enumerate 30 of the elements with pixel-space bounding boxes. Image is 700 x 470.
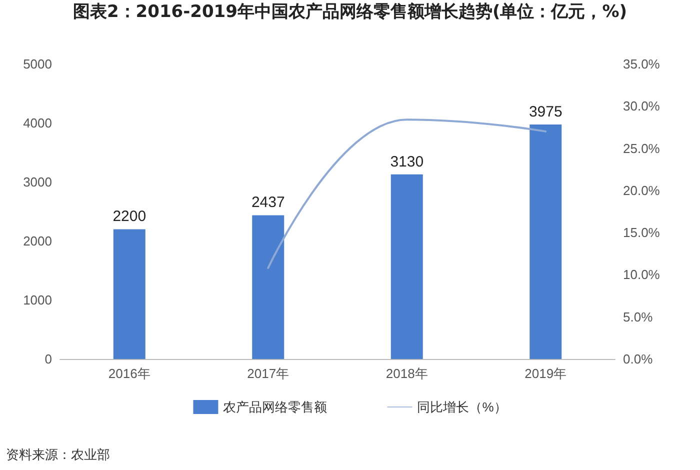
- y2-tick-label: 35.0%: [623, 56, 660, 72]
- bar: [252, 215, 284, 359]
- data-label: 3130: [390, 153, 424, 170]
- y-tick-label: 3000: [23, 174, 52, 190]
- y-tick-label: 2000: [23, 234, 52, 248]
- x-tick-label: 2017年: [247, 366, 290, 381]
- bar: [390, 174, 423, 359]
- y2-tick-label: 20.0%: [623, 182, 660, 198]
- y2-tick-label: 25.0%: [623, 140, 660, 156]
- y2-tick-label: 10.0%: [623, 267, 660, 282]
- legend-label: 农产品网络零售额: [223, 400, 328, 414]
- y2-tick-label: 5.0%: [623, 309, 654, 324]
- data-label: 3975: [528, 103, 562, 120]
- y-tick-label: 1000: [23, 292, 52, 308]
- chart-title: 图表2：2016-2019年中国农产品网络零售额增长趋势(单位：亿元，%): [72, 2, 628, 23]
- data-label: 2437: [251, 194, 285, 212]
- y-tick-label: 0: [44, 352, 52, 366]
- bar: [530, 124, 562, 359]
- y2-tick-label: 15.0%: [623, 225, 660, 240]
- x-tick-label: 2019年: [524, 366, 567, 381]
- y2-tick-label: 30.0%: [623, 98, 660, 114]
- x-tick-label: 2018年: [386, 366, 428, 381]
- text: 资料来源：农业部: [6, 447, 110, 464]
- data-label: 2200: [112, 208, 146, 226]
- x-tick-label: 2016年: [108, 366, 150, 381]
- y2-tick-label: 0.0%: [623, 352, 654, 366]
- legend-label: 同比增长（%）: [417, 400, 507, 414]
- y-tick-label: 4000: [23, 116, 52, 130]
- y-tick-label: 5000: [23, 56, 52, 72]
- bar: [113, 229, 146, 359]
